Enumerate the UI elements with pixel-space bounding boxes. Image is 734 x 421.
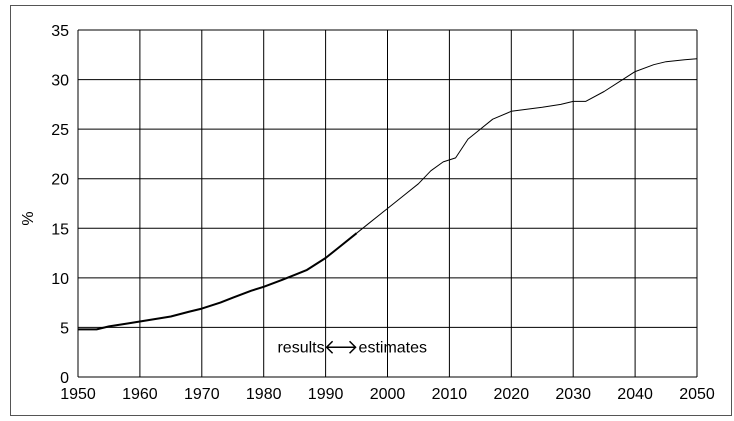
- grid-lines: [77, 29, 698, 378]
- y-tick-label-15: 15: [51, 221, 69, 238]
- y-axis-label: %: [20, 211, 37, 225]
- series-line-results: [78, 232, 358, 331]
- x-tick-label-2000: 2000: [370, 386, 406, 403]
- results-label: results: [277, 339, 324, 356]
- x-tick-label-1950: 1950: [60, 386, 96, 403]
- x-tick-label-1980: 1980: [246, 386, 282, 403]
- range-annotation: results estimates: [277, 339, 427, 356]
- chart-frame: [10, 5, 732, 416]
- series-line-estimates: [356, 58, 698, 234]
- y-tick-label-0: 0: [60, 370, 69, 387]
- y-tick-label-5: 5: [60, 320, 69, 337]
- estimates-label: estimates: [359, 339, 427, 356]
- x-tick-label-1970: 1970: [184, 386, 220, 403]
- x-tick-label-2030: 2030: [555, 386, 591, 403]
- x-tick-label-1960: 1960: [122, 386, 158, 403]
- y-tick-label-10: 10: [51, 271, 69, 288]
- x-tick-label-2050: 2050: [679, 386, 715, 403]
- y-tick-label-25: 25: [51, 122, 69, 139]
- x-tick-label-2010: 2010: [432, 386, 468, 403]
- series-lines: [78, 58, 698, 331]
- double-arrow-icon: [325, 340, 357, 354]
- y-tick-label-30: 30: [51, 73, 69, 90]
- y-tick-label-20: 20: [51, 172, 69, 189]
- y-tick-label-35: 35: [51, 23, 69, 40]
- tick-labels: 1950 1960 1970 1980 1990 2000 2010 2020 2030 2040…: [51, 23, 715, 403]
- x-tick-label-2040: 2040: [617, 386, 653, 403]
- x-tick-label-1990: 1990: [308, 386, 344, 403]
- x-tick-label-2020: 2020: [494, 386, 530, 403]
